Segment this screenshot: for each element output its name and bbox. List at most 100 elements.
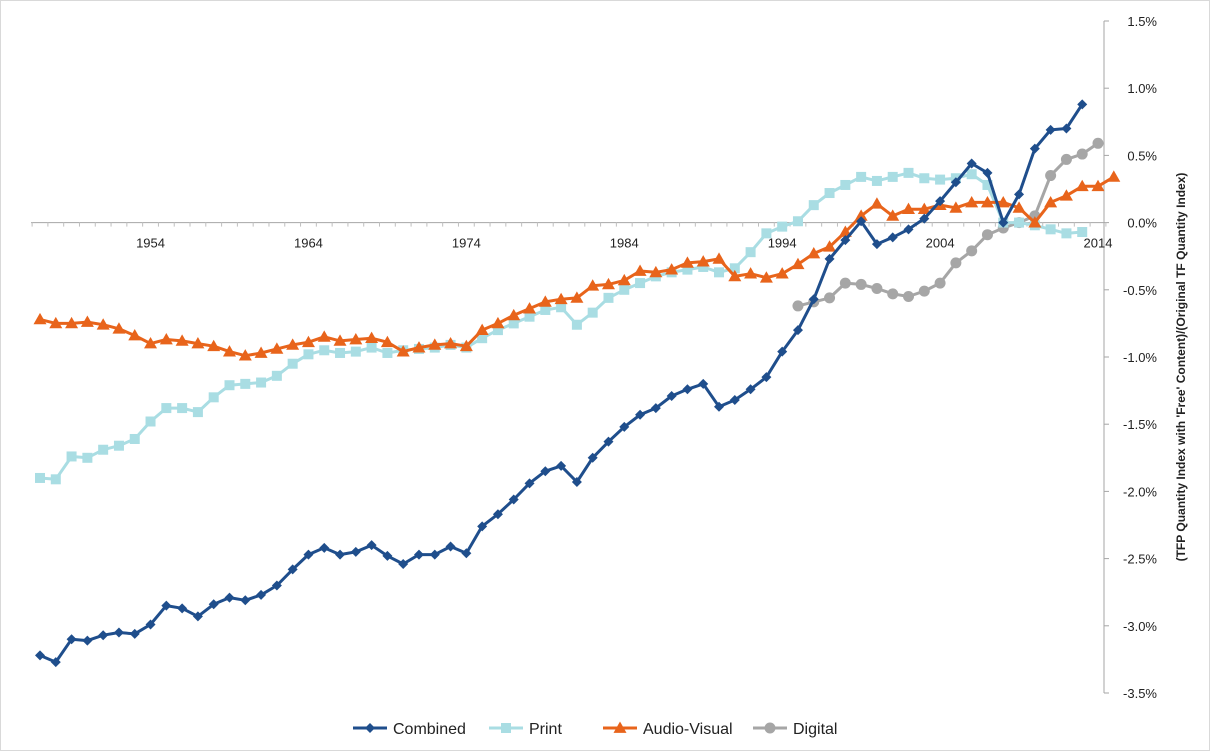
data-point xyxy=(65,316,79,329)
data-point xyxy=(744,267,758,279)
data-point xyxy=(319,542,330,553)
data-point xyxy=(224,592,235,603)
data-point xyxy=(635,409,646,420)
data-point xyxy=(871,175,882,186)
data-point xyxy=(145,416,156,427)
data-point xyxy=(808,200,819,211)
data-point xyxy=(682,384,693,395)
data-point xyxy=(791,257,805,270)
data-point xyxy=(82,635,93,646)
data-point xyxy=(633,264,647,276)
data-point xyxy=(1061,123,1072,134)
data-point xyxy=(382,550,393,561)
data-point xyxy=(161,403,172,414)
data-point xyxy=(317,330,331,342)
data-point xyxy=(649,265,663,278)
data-point xyxy=(491,316,505,329)
legend-marker xyxy=(613,721,627,733)
data-point xyxy=(996,195,1010,208)
data-point xyxy=(982,179,993,190)
data-point xyxy=(807,247,821,259)
data-point xyxy=(696,255,710,267)
data-point xyxy=(680,256,694,268)
data-point xyxy=(856,216,867,227)
data-point xyxy=(161,600,172,611)
data-point xyxy=(635,278,646,289)
data-point xyxy=(208,392,219,403)
data-point xyxy=(524,311,535,322)
data-point xyxy=(523,302,537,314)
data-point xyxy=(603,436,614,447)
data-point xyxy=(96,318,110,330)
data-point xyxy=(903,224,914,235)
y-tick-label: -2.0% xyxy=(1123,484,1157,499)
data-point xyxy=(335,347,346,358)
data-point xyxy=(902,202,916,215)
data-point xyxy=(459,339,473,352)
y-tick-label: -3.5% xyxy=(1123,686,1157,701)
data-point xyxy=(1075,179,1089,192)
data-point xyxy=(382,347,393,358)
data-point xyxy=(714,267,725,278)
data-point xyxy=(335,549,346,560)
legend-item-digital: Digital xyxy=(753,721,837,738)
data-point xyxy=(240,595,251,606)
legend-item-combined: Combined xyxy=(353,721,466,738)
x-tick-label: 2004 xyxy=(926,236,955,251)
data-point xyxy=(287,358,298,369)
data-point xyxy=(966,169,977,180)
data-point xyxy=(966,158,977,169)
data-point xyxy=(982,167,993,178)
data-point xyxy=(824,292,836,304)
y-tick-label: -1.0% xyxy=(1123,350,1157,365)
data-point xyxy=(350,546,361,557)
data-point xyxy=(1045,124,1056,135)
data-point xyxy=(918,285,930,297)
data-point xyxy=(319,345,330,356)
data-point xyxy=(365,331,379,344)
data-point xyxy=(601,277,615,290)
data-point xyxy=(682,264,693,275)
data-point xyxy=(492,509,503,520)
data-point xyxy=(1060,153,1072,165)
data-point xyxy=(287,564,298,575)
data-point xyxy=(729,263,740,274)
data-point xyxy=(729,395,740,406)
data-point xyxy=(712,252,726,264)
data-point xyxy=(475,323,489,335)
x-tick-label: 1954 xyxy=(136,236,165,251)
data-point xyxy=(396,345,410,357)
data-point xyxy=(870,197,884,209)
data-point xyxy=(492,325,503,336)
data-point xyxy=(113,440,124,451)
legend-label: Print xyxy=(529,721,562,738)
data-point xyxy=(587,452,598,463)
data-point xyxy=(461,548,472,559)
data-point xyxy=(903,291,915,303)
data-point xyxy=(380,335,394,348)
data-point xyxy=(1077,227,1088,238)
data-point xyxy=(175,334,189,346)
data-point xyxy=(792,216,803,227)
y-tick-label: 1.5% xyxy=(1127,14,1157,29)
data-point xyxy=(792,325,803,336)
data-point xyxy=(1012,201,1026,213)
data-point xyxy=(887,288,899,300)
legend-marker xyxy=(365,723,375,733)
data-point xyxy=(698,261,709,272)
data-point xyxy=(254,346,268,358)
data-point xyxy=(856,171,867,182)
data-point xyxy=(222,345,236,357)
data-point xyxy=(303,549,314,560)
legend-item-audio-visual: Audio-Visual xyxy=(603,721,733,738)
data-point xyxy=(144,337,158,349)
data-point xyxy=(571,319,582,330)
data-point xyxy=(698,378,709,389)
data-point xyxy=(919,173,930,184)
y-tick-label: 0.0% xyxy=(1127,216,1157,231)
data-point xyxy=(538,295,552,307)
data-point xyxy=(1077,99,1088,110)
data-point xyxy=(366,540,377,551)
data-point xyxy=(935,196,946,207)
